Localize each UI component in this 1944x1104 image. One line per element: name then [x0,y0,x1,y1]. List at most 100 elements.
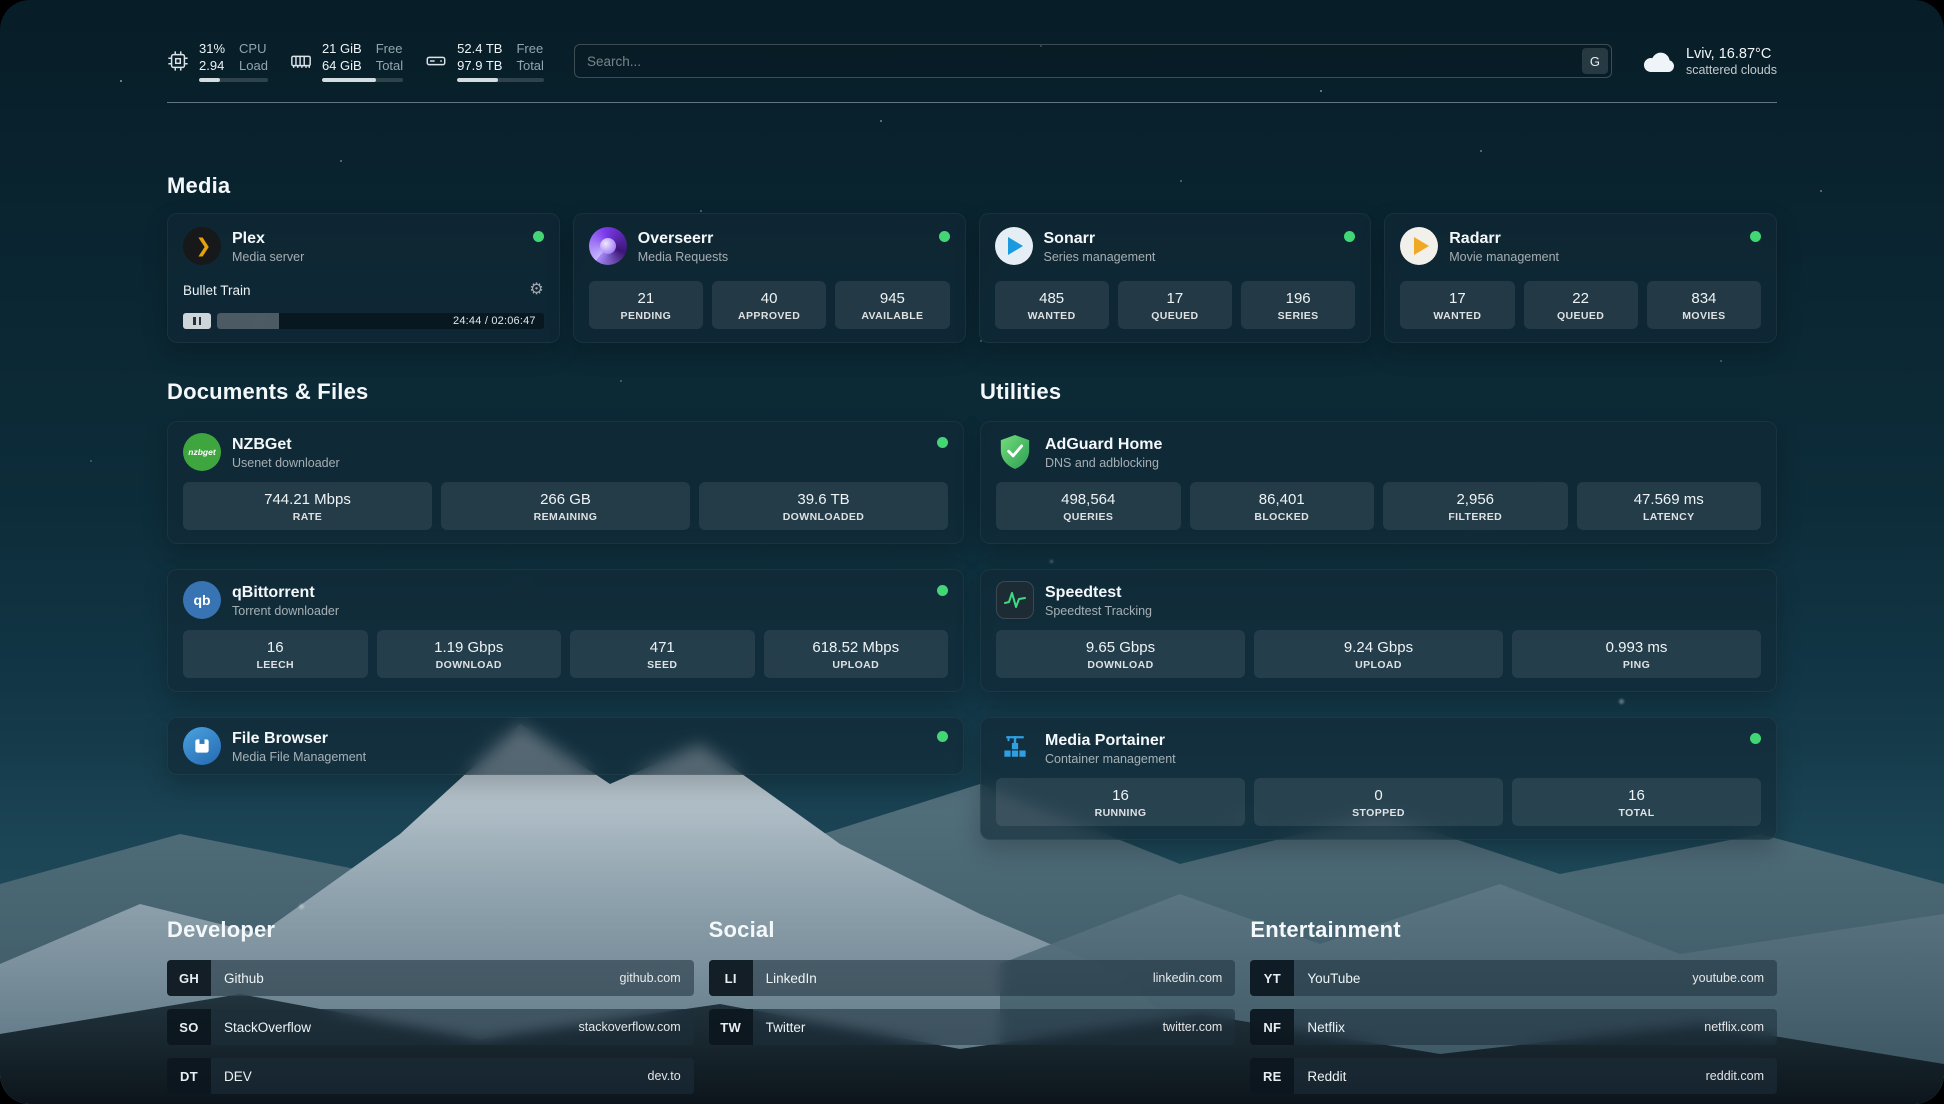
gear-icon[interactable]: ⚙ [529,281,544,298]
app-card-adguard[interactable]: AdGuard Home DNS and adblocking 498,564 Q… [980,421,1777,544]
stat-upload: 9.24 Gbps UPLOAD [1254,630,1503,678]
now-playing-title: Bullet Train [183,282,251,298]
app-subtitle: DNS and adblocking [1045,455,1159,470]
app-card-qbittorrent[interactable]: qb qBittorrent Torrent downloader 16 LEEC… [167,569,964,692]
bookmark-name: DEV [224,1068,252,1084]
stat-available: 945 AVAILABLE [835,281,950,329]
nzbget-icon: nzbget [183,433,221,471]
disk-total-label: Total [516,57,544,73]
app-card-filebrowser[interactable]: File Browser Media File Management [167,717,964,775]
stat-wanted: 485 WANTED [994,281,1109,329]
status-dot [1344,231,1356,242]
cpu-label: CPU [239,40,267,56]
radarr-icon [1400,227,1439,265]
pause-button[interactable] [183,313,211,329]
app-name: File Browser [232,729,329,747]
topbar-divider [167,102,1777,103]
bookmark-group-social: Social LI LinkedIn linkedin.com TW Twitt… [708,917,1236,1045]
ram-total-label: Total [375,57,404,73]
disk-metric: 52.4 TB Free 97.9 TB Total [425,41,544,82]
ram-free-label: Free [375,40,403,56]
bookmark-url: dev.to [647,1069,681,1083]
bookmark-name: YouTube [1307,970,1361,986]
bookmark-dev[interactable]: DT DEV dev.to [167,1058,694,1094]
section-utilities: Utilities AdGuard Home [980,379,1777,865]
disk-usage-bar [457,77,544,82]
bookmark-name: Github [224,970,264,986]
status-dot [937,437,948,448]
app-subtitle: Container management [1045,751,1176,766]
cpu-icon [168,51,188,71]
app-name: AdGuard Home [1045,435,1163,453]
status-dot [938,231,950,242]
stat-remaining: 266 GB REMAINING [441,482,690,530]
app-card-radarr[interactable]: Radarr Movie management 17 WANTED 22 QUEUE… [1384,213,1777,343]
ram-usage-bar [321,77,404,82]
dev-icon: DT [167,1058,211,1094]
github-icon: GH [167,960,211,996]
section-title-media: Media [167,173,231,198]
app-card-portainer[interactable]: Media Portainer Container management 16 R… [980,717,1777,840]
stat-wanted: 17 WANTED [1400,281,1515,329]
section-documents: Documents & Files nzbget NZBGet Usenet d… [167,379,964,800]
section-title-documents: Documents & Files [167,379,369,404]
ram-total: 64 GiB [321,57,362,73]
reddit-icon: RE [1250,1058,1295,1094]
app-name: Plex [232,229,265,247]
status-dot [532,231,544,242]
stat-approved: 40 APPROVED [712,281,827,329]
speedtest-icon [996,581,1034,619]
cpu-load: 2.94 [199,57,225,73]
bookmark-stackoverflow[interactable]: SO StackOverflow stackoverflow.com [167,1009,694,1045]
search-bar: G [573,44,1612,78]
bookmark-url: youtube.com [1692,971,1764,985]
cpu-usage-bar [199,77,268,82]
bookmark-name: LinkedIn [765,970,817,986]
filebrowser-icon [183,727,221,765]
status-dot [1750,733,1761,744]
section-title-developer: Developer [167,917,276,942]
app-card-overseerr[interactable]: Overseerr Media Requests 21 PENDING 40 APP… [572,213,966,343]
status-dot [937,731,948,742]
search-engine-button[interactable]: G [1581,48,1608,74]
section-title-social: Social [708,917,775,942]
app-card-plex[interactable]: ❯ Plex Media server Bullet Train ⚙ [167,213,560,343]
bookmark-github[interactable]: GH Github github.com [167,960,694,996]
app-card-speedtest[interactable]: Speedtest Speedtest Tracking 9.65 Gbps DO… [980,569,1777,692]
stat-series: 196 SERIES [1241,281,1356,329]
bookmark-url: netflix.com [1704,1020,1764,1034]
bookmark-group-developer: Developer GH Github github.com SO StackO… [167,917,694,1094]
stat-queries: 498,564 QUERIES [996,482,1181,530]
cloud-icon [1643,52,1674,73]
bookmark-url: twitter.com [1162,1020,1223,1034]
stat-download: 9.65 Gbps DOWNLOAD [996,630,1245,678]
app-card-nzbget[interactable]: nzbget NZBGet Usenet downloader 744.21 M… [167,421,964,544]
stat-leech: 16 LEECH [183,630,368,678]
stat-latency: 47.569 ms LATENCY [1576,482,1761,530]
bookmark-url: reddit.com [1705,1069,1764,1083]
bookmark-url: linkedin.com [1152,971,1223,985]
app-subtitle: Media server [232,249,305,264]
disk-total: 97.9 TB [457,57,503,73]
ram-icon [291,55,311,68]
cpu-load-label: Load [239,57,268,73]
system-metrics: 31% CPU 2.94 Load 21 GiB [167,41,544,82]
weather-condition: scattered clouds [1685,62,1777,77]
app-name: NZBGet [232,435,292,453]
disk-free: 52.4 TB [457,40,503,56]
bookmark-netflix[interactable]: NF Netflix netflix.com [1250,1009,1777,1045]
bookmark-twitter[interactable]: TW Twitter twitter.com [708,1009,1236,1045]
sonarr-icon [994,227,1033,265]
bookmark-url: github.com [619,971,681,985]
status-dot [1750,231,1761,242]
search-input[interactable] [573,44,1612,78]
app-card-sonarr[interactable]: Sonarr Series management 485 WANTED 17 QUE… [978,213,1372,343]
bookmark-linkedin[interactable]: LI LinkedIn linkedin.com [708,960,1236,996]
app-subtitle: Movie management [1449,249,1560,264]
playback-time: 24:44 / 02:06:47 [453,314,536,327]
bookmark-youtube[interactable]: YT YouTube youtube.com [1250,960,1777,996]
bookmark-reddit[interactable]: RE Reddit reddit.com [1250,1058,1777,1094]
youtube-icon: YT [1250,960,1295,996]
seek-bar[interactable]: 24:44 / 02:06:47 [217,313,544,329]
